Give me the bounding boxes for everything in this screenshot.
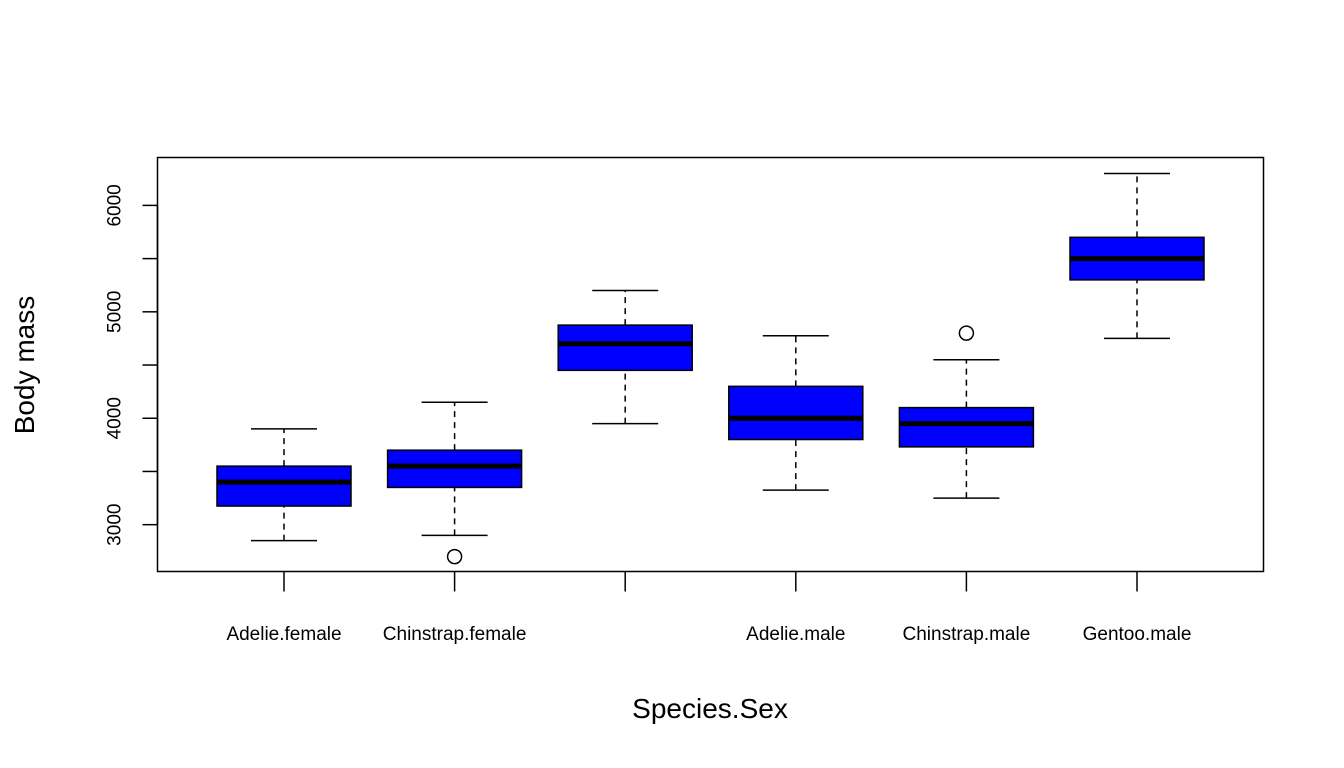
y-tick-label: 5000 bbox=[105, 291, 126, 333]
iqr-box bbox=[216, 465, 352, 507]
plot-frame bbox=[156, 156, 1265, 573]
box-Adelie.male bbox=[728, 335, 864, 491]
box-unlabeled bbox=[557, 289, 693, 425]
y-tick-label: 4000 bbox=[105, 397, 126, 439]
iqr-box bbox=[898, 406, 1035, 448]
outlier-point bbox=[446, 548, 463, 565]
iqr-box bbox=[386, 449, 523, 489]
x-tick-label: Adelie.female bbox=[226, 624, 341, 645]
x-axis: Adelie.female Chinstrap.female Adelie.male… bbox=[226, 571, 1192, 645]
box-Chinstrap.male bbox=[898, 325, 1035, 499]
iqr-box bbox=[557, 324, 693, 372]
y-axis: 3000 4000 5000 6000 bbox=[105, 184, 159, 546]
y-tick-label: 3000 bbox=[105, 504, 126, 546]
box-Gentoo.male bbox=[1069, 172, 1205, 340]
x-tick-label: Adelie.male bbox=[746, 624, 845, 645]
x-tick-label: Chinstrap.female bbox=[383, 624, 527, 645]
x-tick-label: Gentoo.male bbox=[1083, 624, 1192, 645]
box-Adelie.female bbox=[216, 428, 352, 542]
y-tick-label: 6000 bbox=[105, 184, 126, 226]
outlier-point bbox=[958, 325, 975, 341]
boxes-group bbox=[216, 172, 1205, 565]
x-tick-label: Chinstrap.male bbox=[903, 624, 1031, 645]
box-Chinstrap.female bbox=[386, 401, 523, 565]
x-axis-title: Species.Sex bbox=[632, 693, 788, 724]
y-axis-title: Body mass bbox=[9, 296, 40, 435]
iqr-box bbox=[728, 385, 864, 441]
